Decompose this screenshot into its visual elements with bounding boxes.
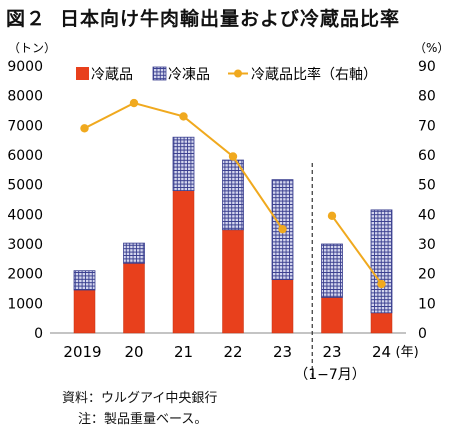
chart-title: 図２ 日本向け牛肉輸出量および冷蔵品比率 xyxy=(6,4,400,31)
y-right-tick-label: 0 xyxy=(418,326,427,342)
y-left-tick-label: 3000 xyxy=(7,237,43,253)
y-left-tick-label: 8000 xyxy=(7,89,43,105)
bar-frozen xyxy=(73,270,96,291)
y-right-tick-label: 20 xyxy=(418,267,436,283)
bar-frozen xyxy=(222,159,244,231)
ratio-point xyxy=(179,112,188,121)
legend-swatch-chilled xyxy=(76,67,89,80)
bar-chilled xyxy=(321,297,343,334)
y-left-tick-label: 6000 xyxy=(7,148,43,164)
legend-label-chilled: 冷蔵品 xyxy=(91,67,133,83)
y-right-unit: （%） xyxy=(414,41,449,55)
x-tick-label: 23 xyxy=(273,343,292,361)
bar-frozen xyxy=(321,243,343,298)
y-left-tick-label: 9000 xyxy=(7,59,43,75)
bar-frozen xyxy=(370,209,393,314)
x-tick-label: 20 xyxy=(124,343,143,361)
y-left-tick-label: 1000 xyxy=(7,296,43,312)
figure-number: 図２ xyxy=(6,8,47,30)
figure-title-text: 日本向け牛肉輸出量および冷蔵品比率 xyxy=(60,8,401,30)
x-tick-label: 24 xyxy=(372,343,391,361)
legend-marker-ratio xyxy=(234,69,242,78)
bar-chilled xyxy=(271,279,294,334)
y-left-tick-label: 4000 xyxy=(7,207,43,223)
x-tick-label: 2019 xyxy=(63,343,101,361)
bar-chilled xyxy=(73,289,96,334)
y-right-tick-label: 90 xyxy=(418,59,436,75)
bar-chilled xyxy=(172,190,195,334)
x-tick-label: 23 xyxy=(322,343,341,361)
y-right-tick-label: 30 xyxy=(418,237,436,253)
legend-label-ratio: 冷蔵品比率（右軸） xyxy=(251,66,377,83)
chart-notes: 資料：ウルグアイ中央銀行 注：製品重量ベース。 xyxy=(62,388,217,430)
legend-swatch-frozen xyxy=(152,66,167,81)
y-right-tick-label: 50 xyxy=(418,178,436,194)
legend-label-frozen: 冷凍品 xyxy=(168,67,210,83)
y-left-unit: （トン） xyxy=(8,41,56,55)
ratio-point xyxy=(278,224,287,234)
ratio-point xyxy=(80,124,89,133)
x-tick-sublabel: （1−7月） xyxy=(294,367,366,383)
ratio-point xyxy=(327,211,337,221)
y-right-tick-label: 40 xyxy=(418,207,436,223)
x-tick-label: 22 xyxy=(223,343,242,361)
footnote: 注：製品重量ベース。 xyxy=(78,412,208,427)
y-right-tick-label: 80 xyxy=(418,89,436,105)
ratio-point xyxy=(228,152,238,161)
y-right-tick-label: 70 xyxy=(418,118,436,134)
source-note: 資料：ウルグアイ中央銀行 xyxy=(62,391,218,406)
ratio-point xyxy=(129,98,139,108)
ratio-point xyxy=(377,279,386,289)
y-left-tick-label: 0 xyxy=(34,326,43,342)
y-left-tick-label: 2000 xyxy=(7,267,43,283)
ratio-line-ytd xyxy=(331,215,383,285)
bar-chilled xyxy=(222,229,244,334)
y-right-tick-label: 60 xyxy=(418,148,436,164)
bar-frozen xyxy=(172,136,195,191)
bar-frozen xyxy=(123,242,145,264)
x-tick-label: 21 xyxy=(174,343,193,361)
bar-chilled xyxy=(123,263,145,334)
bar-chilled xyxy=(370,312,393,334)
x-axis-unit: (年) xyxy=(396,345,419,360)
y-left-tick-label: 7000 xyxy=(7,118,43,134)
y-left-tick-label: 5000 xyxy=(7,178,43,194)
y-right-tick-label: 10 xyxy=(418,296,436,312)
